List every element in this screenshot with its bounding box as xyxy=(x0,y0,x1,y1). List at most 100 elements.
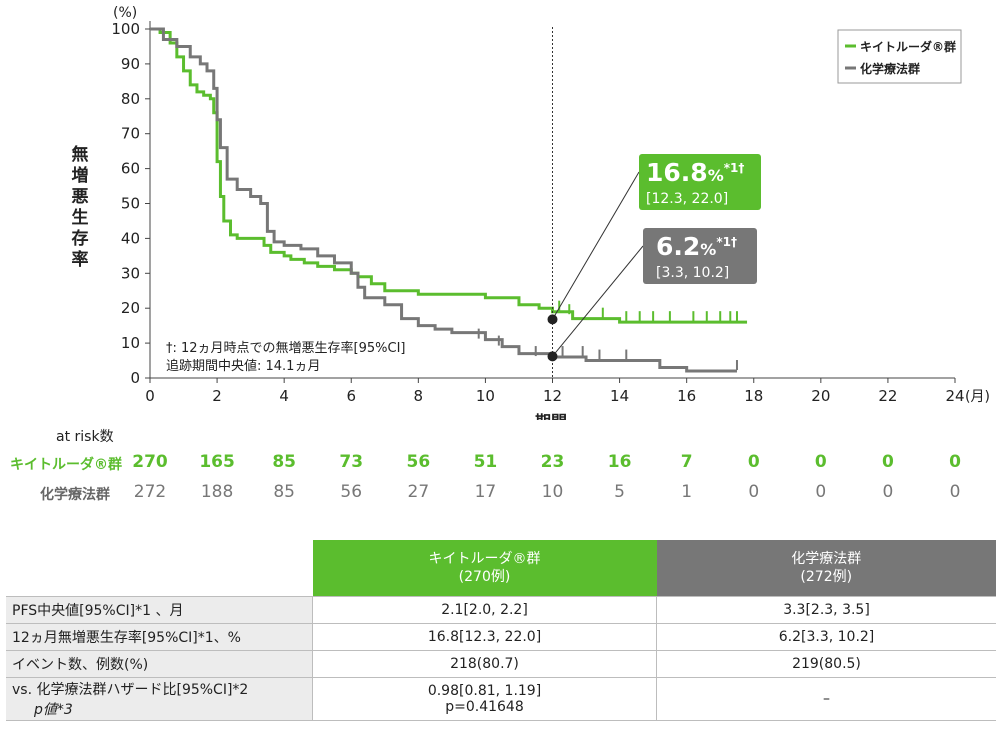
summary-table: キイトルーダ®群 (270例) 化学療法群 (272例) PFS中央値[95%C… xyxy=(6,540,996,721)
at-risk-value: 17 xyxy=(474,482,497,502)
k-12mo-point xyxy=(547,314,558,325)
at-risk-value: 0 xyxy=(815,482,827,502)
cell-c: 3.3[2.3, 3.5] xyxy=(656,596,996,624)
x-tick-label: 2 xyxy=(212,387,222,405)
summary-header-k: キイトルーダ®群 (270例) xyxy=(312,540,657,597)
x-tick-label: 6 xyxy=(346,387,356,405)
x-tick-label: 20 xyxy=(811,387,830,405)
y-tick-label: 60 xyxy=(121,160,140,178)
note-line-1: †: 12ヵ月時点での無増悪生存率[95%CI] xyxy=(166,340,406,356)
table-row: vs. 化学療法群ハザード比[95%CI]*2 p値*3 0.98[0.81, … xyxy=(6,677,996,721)
at-risk-name-c: 化学療法群 xyxy=(40,487,110,503)
cell-k: 218(80.7) xyxy=(312,650,657,678)
c-callout-line xyxy=(552,245,644,357)
y-unit-label: (%) xyxy=(113,5,137,21)
cell-k: 2.1[2.0, 2.2] xyxy=(312,596,657,624)
cell-c: – xyxy=(656,677,996,721)
at-risk-value: 0 xyxy=(882,482,894,502)
k-rate-footnote: *1† xyxy=(724,161,745,175)
series-layer xyxy=(150,27,748,373)
at-risk-value: 85 xyxy=(273,482,295,502)
at-risk-value: 270 xyxy=(132,452,168,472)
at-risk-value: 10 xyxy=(541,482,564,502)
x-tick-label: 16 xyxy=(677,387,696,405)
row-label: PFS中央値[95%CI]*1 、月 xyxy=(6,596,313,624)
at-risk-value: 85 xyxy=(272,452,296,472)
x-tick-label: 22 xyxy=(878,387,897,405)
at-risk-value: 73 xyxy=(339,452,364,472)
cell-k-line1: 0.98[0.81, 1.19] xyxy=(427,683,542,699)
table-row: イベント数、例数(%) 218(80.7) 219(80.5) xyxy=(6,650,996,678)
k-rate-box: 16.8%*1† [12.3, 22.0] xyxy=(639,154,761,210)
y-tick-label: 30 xyxy=(121,264,140,282)
x-axis-title: 期間 xyxy=(535,412,567,420)
x-tick-label: 8 xyxy=(414,387,424,405)
at-risk-value: 0 xyxy=(949,482,961,502)
at-risk-value: 0 xyxy=(747,452,760,472)
row-label-line2: p値*3 xyxy=(34,702,73,718)
y-tick-label: 90 xyxy=(121,55,140,73)
at-risk-value: 188 xyxy=(200,482,234,502)
row-label: イベント数、例数(%) xyxy=(6,650,313,678)
summary-header-c: 化学療法群 (272例) xyxy=(656,540,996,597)
legend-label-k: キイトルーダ®群 xyxy=(860,39,956,54)
summary-header-c-n: (272例) xyxy=(800,569,853,585)
at-risk-title: at risk数 xyxy=(56,429,114,445)
note-line-2: 追跡期間中央値: 14.1ヵ月 xyxy=(166,358,320,374)
at-risk-value: 56 xyxy=(406,452,431,472)
cell-k: 16.8[12.3, 22.0] xyxy=(312,623,657,651)
y-tick-label: 80 xyxy=(121,90,140,108)
at-risk-value: 56 xyxy=(340,482,363,502)
c-rate-ci: [3.3, 10.2] xyxy=(656,265,729,281)
table-row: 12ヵ月無増悪生存率[95%CI]*1、% 16.8[12.3, 22.0] 6… xyxy=(6,623,996,651)
k-rate-value: 16.8 xyxy=(646,158,708,187)
at-risk-value: 0 xyxy=(814,452,827,472)
summary-header-k-name: キイトルーダ®群 xyxy=(428,551,541,567)
row-label-line1: vs. 化学療法群ハザード比[95%CI]*2 xyxy=(12,682,249,698)
x-unit-label: (月) xyxy=(965,389,990,405)
y-tick-label: 100 xyxy=(111,20,140,38)
series-line-c xyxy=(150,27,737,373)
x-tick-label: 12 xyxy=(543,387,562,405)
k-rate-percent: % xyxy=(708,166,724,185)
c-rate-footnote: *1† xyxy=(716,235,737,249)
y-tick-label: 0 xyxy=(130,369,140,387)
row-label: vs. 化学療法群ハザード比[95%CI]*2 p値*3 xyxy=(6,677,313,721)
at-risk-value: 0 xyxy=(949,452,961,472)
cell-k-line2: p=0.41648 xyxy=(445,699,524,715)
cell-c: 6.2[3.3, 10.2] xyxy=(656,623,996,651)
cell-k: 0.98[0.81, 1.19] p=0.41648 xyxy=(312,677,657,721)
at-risk-row-k: キイトルーダ®群 270 165 85 73 56 51 23 16 7 0 0 0 0 xyxy=(0,450,1000,476)
c-rate-box: 6.2%*1† [3.3, 10.2] xyxy=(643,228,757,284)
at-risk-value: 27 xyxy=(407,482,430,502)
svg-text:16.8%*1†: 16.8%*1† xyxy=(646,158,744,187)
summary-header-c-name: 化学療法群 xyxy=(791,551,862,567)
x-tick-label: 24 xyxy=(945,387,964,405)
at-risk-value: 272 xyxy=(133,482,167,502)
at-risk-value: 0 xyxy=(881,452,894,472)
at-risk-value: 1 xyxy=(681,482,693,502)
at-risk-row-c: 化学療法群 272 188 85 56 27 17 10 5 1 0 0 0 0 xyxy=(0,480,1000,506)
x-tick-label: 0 xyxy=(145,387,155,405)
x-tick-label: 10 xyxy=(476,387,495,405)
legend-label-c: 化学療法群 xyxy=(860,61,920,76)
at-risk-value: 165 xyxy=(199,452,235,472)
x-tick-label: 18 xyxy=(744,387,763,405)
y-tick-label: 20 xyxy=(121,299,140,317)
legend: キイトルーダ®群 化学療法群 xyxy=(837,29,962,84)
c-rate-value: 6.2 xyxy=(656,232,700,261)
at-risk-value: 5 xyxy=(614,482,625,502)
c-12mo-point xyxy=(547,351,558,362)
c-rate-percent: % xyxy=(700,240,716,259)
svg-text:6.2%*1†: 6.2%*1† xyxy=(656,232,737,261)
at-risk-value: 0 xyxy=(748,482,760,502)
x-tick-label: 4 xyxy=(279,387,289,405)
summary-corner xyxy=(6,540,313,597)
k-rate-ci: [12.3, 22.0] xyxy=(646,191,728,207)
y-tick-label: 70 xyxy=(121,125,140,143)
y-tick-label: 10 xyxy=(121,334,140,352)
k-callout-line xyxy=(552,171,640,320)
y-tick-label: 50 xyxy=(121,195,140,213)
annotation-layer xyxy=(547,27,644,378)
